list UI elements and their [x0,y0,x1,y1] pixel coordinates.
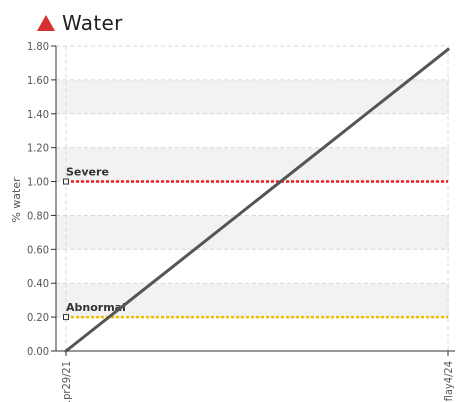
x-tick-label: flay4/24 [442,361,455,401]
grid-band [56,215,449,250]
chart-header: Water [36,8,123,38]
chart-axes [55,46,455,352]
series-point [64,349,68,353]
y-tick-label: 0.00 [27,345,49,358]
x-axis-ticks: .pr29/21 flay4/24 [60,351,455,402]
threshold-label: Severe [66,166,109,179]
y-tick-label: 0.20 [27,311,49,324]
series-point [446,47,450,51]
x-tick-label: .pr29/21 [60,361,73,402]
y-tick-label: 0.60 [27,243,49,256]
grid-band [56,249,449,284]
y-tick-label: 0.40 [27,277,49,290]
y-axis-title: % water [10,177,23,223]
chart-background-bands [56,46,449,351]
y-tick-label: 1.40 [27,108,49,121]
grid-band [56,317,449,351]
threshold-marker [63,314,69,321]
grid-band [56,113,449,148]
threshold-label: Abnormal [66,301,126,314]
grid-band [56,46,449,80]
y-tick-label: 1.20 [27,142,49,155]
y-tick-label: 0.80 [27,209,49,222]
alert-triangle-icon [37,15,55,31]
series-line [64,47,450,353]
grid-band [56,79,449,114]
chart-title: Water [62,11,123,35]
grid-band [56,283,449,318]
threshold-marker [63,178,69,185]
series-lines [64,47,450,353]
threshold-lines: Severe Abnormal [63,166,448,321]
grid-band [56,147,449,182]
grid-band [56,181,449,216]
y-tick-label: 1.60 [27,74,49,87]
y-tick-label: 1.80 [27,40,49,53]
y-tick-label: 1.00 [27,176,49,189]
y-axis-ticks: 0.00 0.20 0.40 0.60 0.80 1.00 1.20 1.40 1.60 1.80 [27,40,56,358]
